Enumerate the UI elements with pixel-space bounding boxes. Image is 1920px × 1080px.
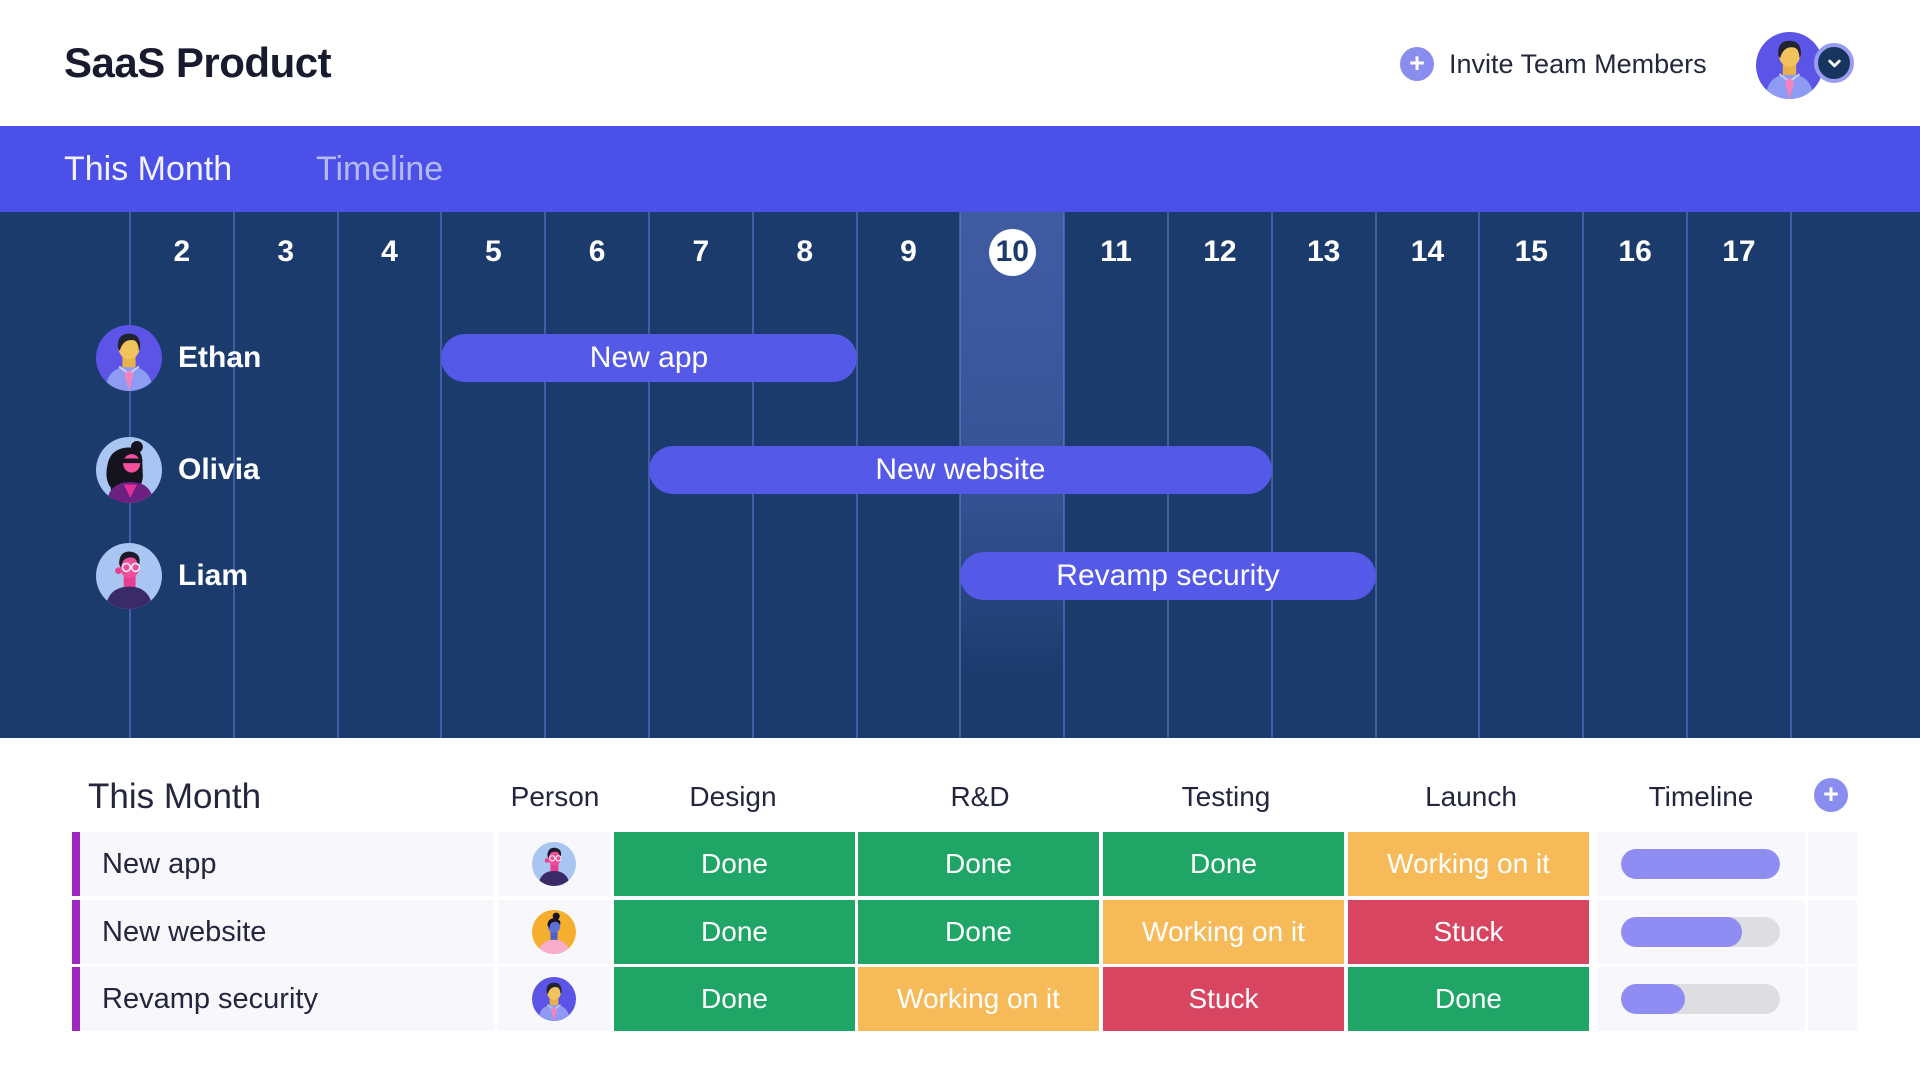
status-cell-testing[interactable]: Done xyxy=(1103,832,1344,896)
gantt-avatar-liam xyxy=(96,543,162,609)
invite-team-members-label: Invite Team Members xyxy=(1449,48,1707,79)
date-label: 13 xyxy=(1307,235,1341,268)
row-end-cell xyxy=(1808,900,1857,964)
status-cell-rnd[interactable]: Working on it xyxy=(858,967,1099,1031)
add-column-button[interactable]: + xyxy=(1814,778,1848,812)
timeline-progress-fill xyxy=(1621,917,1742,947)
task-name-cell[interactable]: New app xyxy=(72,832,494,896)
task-name-cell[interactable]: Revamp security xyxy=(72,967,494,1031)
status-cell-rnd[interactable]: Done xyxy=(858,900,1099,964)
table-title: This Month xyxy=(88,777,262,816)
column-header-person: Person xyxy=(510,781,600,812)
status-cell-testing[interactable]: Stuck xyxy=(1103,967,1344,1031)
invite-team-members-button[interactable]: + Invite Team Members xyxy=(1400,46,1707,82)
person-cell xyxy=(498,832,610,896)
date-label: 7 xyxy=(692,235,710,268)
column-header-design: Design xyxy=(689,781,777,812)
timeline-progress-bar[interactable] xyxy=(1621,984,1780,1014)
timeline-progress-fill xyxy=(1621,984,1685,1014)
gantt-gridline xyxy=(1582,212,1585,738)
date-label: 3 xyxy=(277,235,295,268)
timeline-progress-bar[interactable] xyxy=(1621,849,1780,879)
status-table: This Month Person Design R&D Testing Lau… xyxy=(0,738,1920,1080)
person-avatar xyxy=(532,842,576,886)
gantt-gridline xyxy=(1478,212,1481,738)
row-end-cell xyxy=(1808,967,1857,1031)
person-avatar xyxy=(532,977,576,1021)
gantt-gridline xyxy=(336,212,339,738)
gantt-avatar-olivia xyxy=(96,437,162,503)
status-cell-launch[interactable]: Stuck xyxy=(1348,900,1589,964)
plus-icon: + xyxy=(1823,778,1839,809)
gantt-gridline xyxy=(1374,212,1377,738)
gantt-gridline xyxy=(1789,212,1792,738)
gantt-gridline xyxy=(1686,212,1688,738)
row-accent-bar xyxy=(72,900,80,964)
date-label: 15 xyxy=(1514,235,1548,268)
tab-this-month[interactable]: This Month xyxy=(64,150,233,188)
date-label: 9 xyxy=(900,235,917,268)
person-cell xyxy=(498,900,610,964)
status-cell-launch[interactable]: Working on it xyxy=(1348,832,1589,896)
task-bar-revamp-security[interactable]: Revamp security xyxy=(960,552,1376,600)
view-tabs-bar: This Month Timeline xyxy=(0,126,1920,212)
plus-icon: + xyxy=(1400,47,1434,81)
status-cell-design[interactable]: Done xyxy=(614,967,855,1031)
timeline-cell xyxy=(1597,832,1805,896)
date-label: 11 xyxy=(1100,235,1132,268)
task-bar-new-app[interactable]: New app xyxy=(441,334,857,382)
column-header-testing: Testing xyxy=(1181,781,1271,812)
date-label: 14 xyxy=(1410,235,1445,268)
status-cell-design[interactable]: Done xyxy=(614,900,855,964)
column-header-rnd: R&D xyxy=(950,781,1010,812)
timeline-progress-bar[interactable] xyxy=(1621,917,1780,947)
date-label: 17 xyxy=(1722,235,1756,268)
gantt-gridline xyxy=(232,212,235,738)
table-row: New website Done Done Working on it Stuc… xyxy=(0,900,1920,964)
person-cell xyxy=(498,967,610,1031)
status-cell-launch[interactable]: Done xyxy=(1348,967,1589,1031)
status-cell-rnd[interactable]: Done xyxy=(858,832,1099,896)
timeline-cell xyxy=(1597,967,1805,1031)
date-label: 5 xyxy=(484,235,502,268)
date-label: 16 xyxy=(1618,235,1652,268)
person-avatar xyxy=(532,910,576,954)
row-accent-bar xyxy=(72,832,80,896)
chevron-down-icon[interactable] xyxy=(1814,43,1854,83)
column-header-launch: Launch xyxy=(1425,781,1517,812)
row-end-cell xyxy=(1808,832,1857,896)
current-date-badge: 10 xyxy=(960,224,1064,280)
app-header: SaaS Product + Invite Team Members xyxy=(0,0,1920,126)
gantt-person-name: Liam xyxy=(178,559,249,592)
gantt-gridline xyxy=(440,212,443,738)
row-accent-bar xyxy=(72,967,80,1031)
table-row: Revamp security Done Working on it Stuck… xyxy=(0,967,1920,1031)
gantt-gridline xyxy=(1270,212,1273,738)
timeline-cell xyxy=(1597,900,1805,964)
gantt-person-name: Olivia xyxy=(178,453,260,486)
timeline-progress-fill xyxy=(1621,849,1780,879)
status-cell-testing[interactable]: Working on it xyxy=(1103,900,1344,964)
gantt-gridline xyxy=(544,212,547,738)
task-name-cell[interactable]: New website xyxy=(72,900,494,964)
user-avatar-menu[interactable] xyxy=(1756,32,1868,104)
status-cell-design[interactable]: Done xyxy=(614,832,855,896)
date-label: 4 xyxy=(381,235,398,268)
page-title: SaaS Product xyxy=(64,39,332,86)
date-label: 12 xyxy=(1203,235,1237,268)
gantt-chart: 2 3 4 5 6 7 8 9 10 11 12 13 14 15 16 17 Ethan New app O… xyxy=(0,212,1920,738)
gantt-avatar-ethan xyxy=(96,325,162,391)
tab-timeline[interactable]: Timeline xyxy=(316,150,444,188)
date-label: 2 xyxy=(173,235,191,268)
date-label: 8 xyxy=(796,235,814,268)
user-avatar xyxy=(1756,32,1823,99)
column-header-timeline: Timeline xyxy=(1648,781,1754,812)
task-bar-new-website[interactable]: New website xyxy=(649,446,1272,494)
date-label: 6 xyxy=(588,235,606,268)
gantt-person-name: Ethan xyxy=(178,341,262,374)
table-row: New app Done Done Done Working on it xyxy=(0,832,1920,896)
